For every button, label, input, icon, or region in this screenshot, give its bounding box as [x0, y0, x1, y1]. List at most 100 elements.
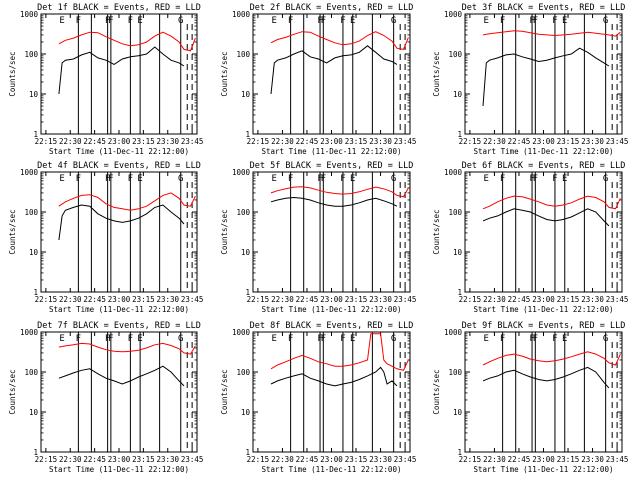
- x-tick-label: 23:30: [156, 137, 179, 146]
- x-tick-label: 22:15: [247, 137, 270, 146]
- series-line-events: [58, 46, 185, 95]
- y-tick-label: 1: [245, 288, 250, 297]
- x-tick-label: 23:00: [532, 137, 555, 146]
- segment-label: E: [272, 334, 277, 344]
- segment-label: G: [603, 174, 608, 184]
- segment-label: F: [288, 334, 293, 344]
- x-tick-label: 23:00: [532, 455, 555, 464]
- x-tick-label: 23:30: [369, 455, 392, 464]
- x-tick-label: 22:30: [271, 137, 294, 146]
- y-axis-label: Counts/sec: [432, 369, 441, 414]
- x-axis-label: Start Time (11-Dec-11 22:12:00): [474, 465, 614, 474]
- series-line-events: [270, 366, 398, 387]
- y-tick-label: 10: [241, 248, 251, 257]
- y-tick-label: 1: [33, 448, 38, 457]
- x-tick-label: 23:15: [557, 137, 580, 146]
- series-line-events: [270, 45, 398, 95]
- x-tick-label: 23:00: [320, 137, 343, 146]
- series-line-lld: [482, 351, 621, 366]
- segment-label: E: [350, 334, 355, 344]
- segment-label: E: [484, 174, 489, 184]
- segment-label: G: [391, 16, 396, 26]
- y-tick-label: 10: [29, 248, 39, 257]
- segment-label: F: [321, 334, 326, 344]
- segment-label: F: [317, 16, 322, 26]
- x-tick-label: 22:45: [296, 455, 319, 464]
- segment-label: F: [340, 174, 345, 184]
- series-line-lld: [270, 333, 409, 371]
- y-tick-label: 10: [241, 408, 251, 417]
- segment-label: F: [108, 334, 113, 344]
- segment-label: E: [562, 16, 567, 26]
- x-axis-label: Start Time (11-Dec-11 22:12:00): [474, 147, 614, 156]
- segment-label: G: [391, 174, 396, 184]
- chart-title: Det 1f BLACK = Events, RED = LLD: [37, 3, 201, 13]
- series-line-lld: [270, 186, 409, 198]
- x-tick-label: 22:30: [59, 455, 82, 464]
- chart-title: Det 2f BLACK = Events, RED = LLD: [250, 3, 414, 13]
- segment-label: G: [178, 16, 183, 26]
- x-tick-label: 22:15: [459, 455, 482, 464]
- segment-label: F: [340, 334, 345, 344]
- segment-label: F: [321, 16, 326, 26]
- segment-label: E: [350, 16, 355, 26]
- segment-label: E: [272, 16, 277, 26]
- y-tick-label: 100: [236, 208, 250, 217]
- series-line-events: [270, 196, 398, 207]
- y-tick-label: 1000: [20, 328, 39, 337]
- x-tick-label: 22:15: [35, 137, 58, 146]
- y-tick-label: 10: [453, 90, 463, 99]
- x-tick-label: 23:00: [108, 455, 131, 464]
- x-tick-label: 23:15: [132, 455, 155, 464]
- segment-label: G: [178, 174, 183, 184]
- x-tick-label: 22:45: [296, 137, 319, 146]
- x-tick-label: 22:15: [459, 137, 482, 146]
- y-tick-label: 10: [241, 90, 251, 99]
- segment-label: F: [105, 174, 110, 184]
- y-tick-label: 1000: [444, 168, 463, 177]
- x-tick-label: 22:30: [59, 295, 82, 304]
- series-line-events: [482, 208, 610, 227]
- x-tick-label: 22:45: [296, 295, 319, 304]
- y-tick-label: 10: [453, 248, 463, 257]
- y-tick-label: 100: [448, 368, 462, 377]
- x-tick-label: 23:30: [156, 455, 179, 464]
- chart-title: Det 8f BLACK = Events, RED = LLD: [250, 321, 414, 331]
- series-line-lld: [58, 192, 196, 211]
- chart-panel-3: Det 3f BLACK = Events, RED = LLD 1 10 100 10…: [432, 3, 628, 156]
- x-tick-label: 23:15: [557, 295, 580, 304]
- x-axis-label: Start Time (11-Dec-11 22:12:00): [262, 147, 402, 156]
- x-tick-label: 22:15: [459, 295, 482, 304]
- x-tick-label: 23:45: [394, 137, 417, 146]
- segment-label: E: [59, 174, 64, 184]
- segment-label: E: [350, 174, 355, 184]
- segment-label: F: [128, 16, 133, 26]
- y-tick-label: 1: [457, 288, 462, 297]
- x-tick-label: 23:00: [108, 137, 131, 146]
- segment-label: E: [562, 174, 567, 184]
- y-tick-label: 10: [453, 408, 463, 417]
- x-tick-label: 22:30: [59, 137, 82, 146]
- x-tick-label: 23:00: [320, 295, 343, 304]
- x-tick-label: 23:15: [557, 455, 580, 464]
- segment-label: F: [552, 174, 557, 184]
- y-tick-label: 100: [236, 50, 250, 59]
- chart-panel-2: Det 2f BLACK = Events, RED = LLD 1 10 100 10…: [220, 3, 416, 156]
- y-tick-label: 1000: [20, 168, 39, 177]
- x-tick-label: 23:45: [606, 137, 629, 146]
- segment-label: F: [105, 16, 110, 26]
- x-tick-label: 22:30: [271, 455, 294, 464]
- segment-label: F: [317, 334, 322, 344]
- chart-title: Det 9f BLACK = Events, RED = LLD: [462, 321, 626, 331]
- y-tick-label: 1: [245, 448, 250, 457]
- x-axis-label: Start Time (11-Dec-11 22:12:00): [262, 305, 402, 314]
- y-axis-label: Counts/sec: [8, 51, 17, 96]
- y-tick-label: 100: [24, 208, 38, 217]
- y-axis-label: Counts/sec: [220, 209, 229, 254]
- series-line-events: [58, 204, 185, 241]
- plot-frame: [252, 331, 411, 453]
- chart-panel-7: Det 7f BLACK = Events, RED = LLD 1 10 100 10…: [8, 321, 203, 474]
- x-tick-label: 22:45: [83, 295, 106, 304]
- x-tick-label: 23:45: [394, 455, 417, 464]
- segment-label: E: [484, 16, 489, 26]
